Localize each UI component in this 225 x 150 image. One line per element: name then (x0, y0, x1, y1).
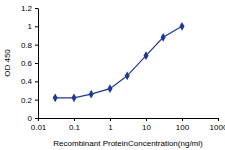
data-point (89, 90, 94, 99)
x-tick: 1 (108, 118, 113, 132)
data-point (53, 93, 58, 102)
data-point (143, 51, 148, 60)
y-tick: 0.2 (21, 96, 38, 105)
x-tick: 0.01 (31, 118, 47, 132)
x-axis-title: Recombinant ProteinConcentration(ng/ml) (53, 139, 203, 148)
y-tick: 0 (28, 114, 38, 123)
x-tick-label: 0.01 (31, 123, 47, 132)
y-axis-title: OD 450 (3, 49, 12, 77)
data-point (107, 84, 112, 93)
y-tick-mark (35, 63, 38, 64)
y-tick: 0.8 (21, 41, 38, 50)
x-tick: 0.1 (69, 118, 81, 132)
plot-area (53, 22, 185, 102)
y-axis-line (38, 9, 39, 119)
x-tick-mark (182, 118, 183, 121)
x-tick: 10 (142, 118, 151, 132)
x-tick-label: 0.1 (69, 123, 81, 132)
data-point (71, 93, 76, 102)
x-axis-line (39, 118, 219, 119)
data-point (125, 71, 130, 80)
x-tick-label: 100 (176, 123, 190, 132)
chart: 0.01 0.1 1 10 100 1000 0 0.2 0.4 0.6 0.8 1 1.2 Recomb… (0, 0, 225, 150)
y-tick-mark (35, 81, 38, 82)
y-tick: 1.2 (21, 4, 38, 13)
y-tick: 0.4 (21, 77, 38, 86)
y-tick-label: 0 (28, 114, 33, 123)
y-tick: 0.6 (21, 59, 38, 68)
data-point (179, 22, 184, 31)
x-tick-mark (74, 118, 75, 121)
x-tick: 1000 (210, 118, 225, 132)
y-tick-label: 0.6 (21, 59, 33, 68)
y-axis: 0 0.2 0.4 0.6 0.8 1 1.2 (21, 4, 39, 123)
data-point (161, 33, 166, 42)
y-tick-label: 0.4 (21, 77, 33, 86)
x-tick-label: 1 (108, 123, 113, 132)
y-tick-mark (35, 100, 38, 101)
y-tick-mark (35, 118, 38, 119)
y-tick-label: 0.8 (21, 41, 33, 50)
x-tick-mark (110, 118, 111, 121)
x-tick-label: 1000 (210, 123, 225, 132)
y-tick: 1 (28, 22, 38, 31)
y-tick-label: 1 (28, 22, 33, 31)
y-tick-mark (35, 26, 38, 27)
x-tick: 100 (176, 118, 190, 132)
data-line (55, 26, 182, 98)
y-tick-mark (35, 45, 38, 46)
x-axis: 0.01 0.1 1 10 100 1000 (31, 118, 225, 132)
x-tick-mark (146, 118, 147, 121)
x-tick-label: 10 (142, 123, 151, 132)
y-tick-mark (35, 8, 38, 9)
y-tick-label: 0.2 (21, 96, 33, 105)
x-tick-mark (218, 118, 219, 121)
y-tick-label: 1.2 (21, 4, 33, 13)
